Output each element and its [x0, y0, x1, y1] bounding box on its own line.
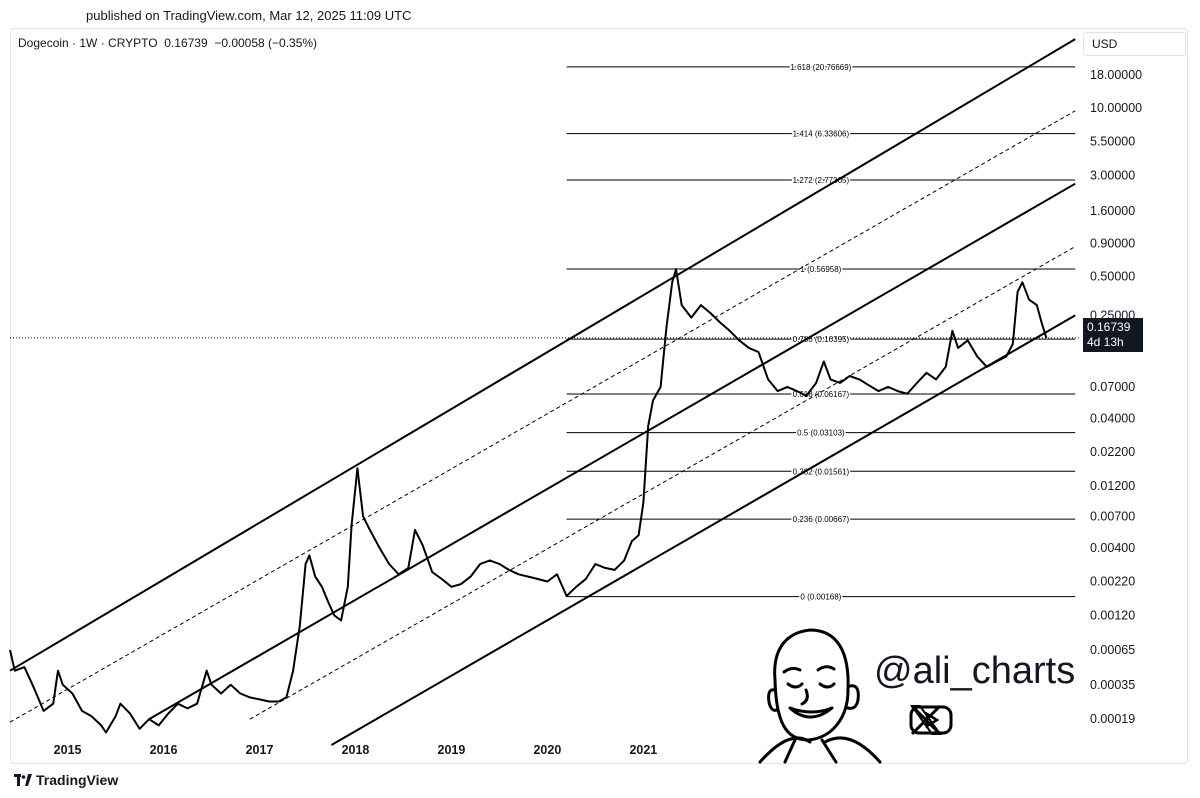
- channel-line-solid: [330, 314, 1076, 746]
- caricature-face-icon: [758, 628, 882, 764]
- x-tick-label: 2016: [150, 743, 178, 757]
- chart-frame: [10, 28, 1188, 764]
- channel-lines-layer: [9, 38, 1076, 746]
- fib-level-label: 0.236 (0.00667): [793, 515, 850, 524]
- x-tick-label: 2018: [342, 743, 370, 757]
- y-tick-label: 0.02200: [1090, 445, 1135, 459]
- bar-countdown: 4d 13h: [1087, 335, 1124, 349]
- last-price-badge: 0.16739 4d 13h: [1083, 318, 1143, 352]
- y-tick-label: 0.04000: [1090, 411, 1135, 425]
- fib-level-label: 1.272 (2.77305): [793, 176, 850, 185]
- y-tick-label: 0.50000: [1090, 269, 1135, 283]
- y-tick-label: 5.50000: [1090, 135, 1135, 149]
- watermark-handle: @ali_charts: [874, 650, 1076, 692]
- fib-level-label: 1.414 (6.33606): [793, 130, 850, 139]
- tradingview-logo-icon: [14, 774, 32, 786]
- y-tick-label: 0.00700: [1090, 509, 1135, 523]
- last-price-value: 0.16739: [1087, 320, 1131, 334]
- y-tick-label: 0.00120: [1090, 609, 1135, 623]
- x-axis: 2015 2016 2017 2018 2019 2020 2021: [54, 743, 658, 757]
- fib-level-label: 0 (0.00168): [800, 593, 841, 602]
- channel-line-solid: [9, 38, 1076, 672]
- y-tick-label: 0.00035: [1090, 678, 1135, 692]
- fib-level-label: 0.786 (0.16395): [793, 335, 850, 344]
- fib-retracement-layer: 1.618 (20.76669) 1.414 (6.33606) 1.272 (2.…: [10, 61, 1080, 603]
- brand-label: TradingView: [36, 772, 119, 788]
- fib-level-label: 0.618 (0.06167): [793, 390, 850, 399]
- y-tick-label: 1.60000: [1090, 204, 1135, 218]
- y-tick-label: 0.07000: [1090, 380, 1135, 394]
- price-series-layer: [9, 268, 1048, 734]
- y-tick-label: 0.00400: [1090, 541, 1135, 555]
- y-tick-label: 0.00220: [1090, 574, 1135, 588]
- x-tick-label: 2021: [629, 743, 657, 757]
- symbol-legend: Dogecoin · 1W · CRYPTO 0.16739 −0.00058 …: [18, 36, 318, 50]
- channel-line-dashed: [9, 110, 1076, 723]
- y-tick-label: 0.00019: [1090, 712, 1135, 726]
- x-tick-label: 2020: [533, 743, 561, 757]
- x-tick-label: 2017: [246, 743, 274, 757]
- currency-selector[interactable]: USD: [1083, 32, 1186, 56]
- y-tick-label: 3.00000: [1090, 169, 1135, 183]
- youtube-icon: [909, 705, 953, 735]
- y-tick-label: 10.00000: [1090, 101, 1142, 115]
- published-note: published on TradingView.com, Mar 12, 20…: [86, 8, 412, 23]
- tradingview-brand[interactable]: TradingView: [14, 772, 118, 788]
- x-tick-label: 2019: [438, 743, 466, 757]
- y-axis: 18.00000 10.00000 5.50000 3.00000 1.60000 0.9…: [1090, 68, 1142, 726]
- channel-line-dashed: [249, 246, 1076, 720]
- channel-line-solid: [148, 182, 1076, 721]
- fib-level-label: 1.618 (20.76669): [790, 63, 851, 72]
- fib-level-label: 0.5 (0.03103): [797, 429, 845, 438]
- y-tick-label: 0.01200: [1090, 479, 1135, 493]
- x-tick-label: 2015: [54, 743, 82, 757]
- y-tick-label: 0.00065: [1090, 643, 1135, 657]
- y-tick-label: 0.90000: [1090, 236, 1135, 250]
- fib-level-label: 1 (0.56958): [800, 265, 841, 274]
- y-tick-label: 18.00000: [1090, 68, 1142, 82]
- fib-level-label: 0.382 (0.01561): [793, 467, 850, 476]
- price-series-line: [9, 268, 1048, 734]
